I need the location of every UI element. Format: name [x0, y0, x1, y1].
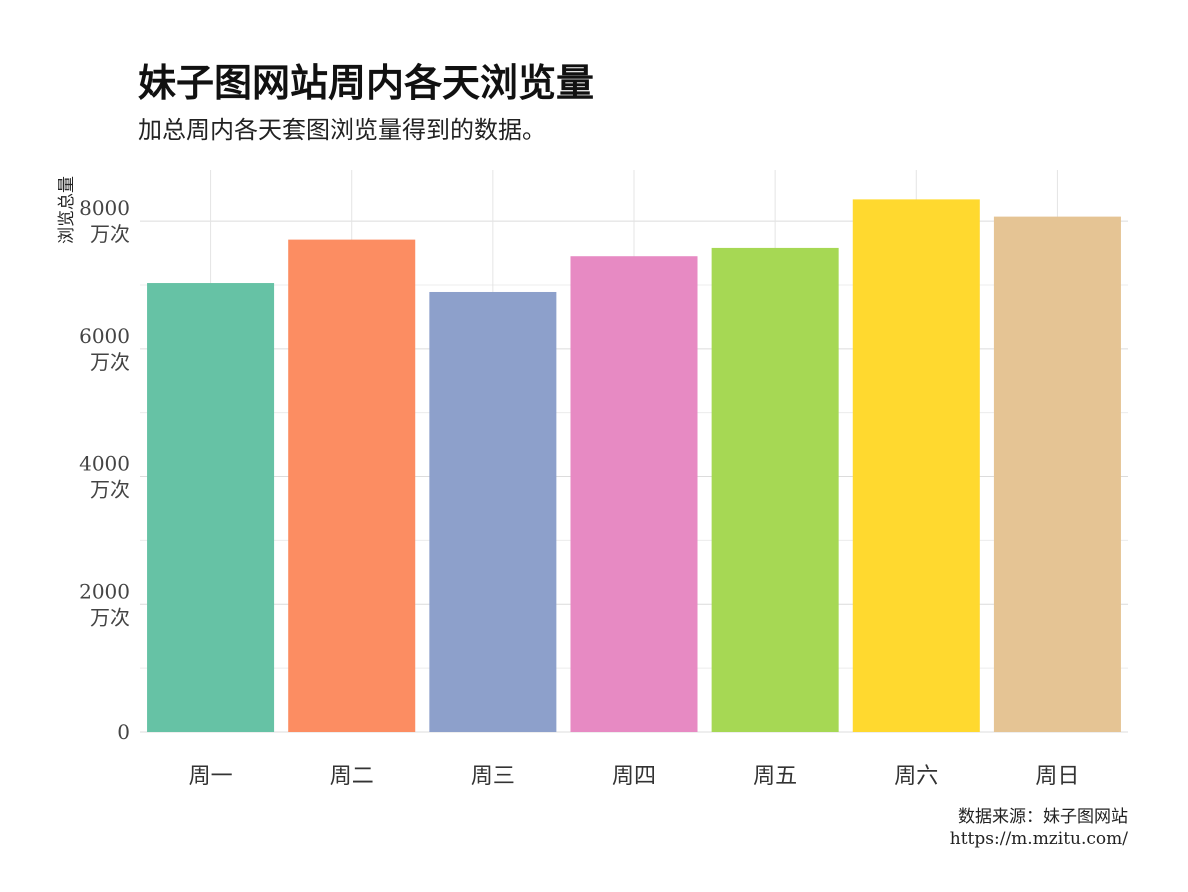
- chart-title: 妹子图网站周内各天浏览量: [138, 60, 595, 105]
- y-tick-label: 2000 万次: [79, 579, 130, 629]
- bar-5: [711, 247, 839, 732]
- bar-1: [147, 283, 275, 732]
- chart-subtitle: 加总周内各天套图浏览量得到的数据。: [138, 116, 546, 144]
- bars-group: [147, 199, 1121, 733]
- x-axis: 周一 周二 周三 周四 周五 周六 周日: [189, 764, 1080, 789]
- y-tick-label: 0: [117, 720, 130, 744]
- y-tick-label: 4000 万次: [79, 452, 130, 502]
- bar-6: [852, 199, 980, 733]
- x-tick-label: 周一: [189, 764, 233, 789]
- bar-2: [288, 239, 416, 732]
- y-axis-label: 浏览总量: [57, 176, 77, 244]
- x-tick-label: 周五: [753, 764, 797, 789]
- source-caption-line1: 数据来源：妹子图网站: [958, 807, 1128, 827]
- x-tick-label: 周二: [330, 764, 374, 789]
- y-axis: 0 2000 万次 4000 万次 6000 万次 8000 万次: [79, 196, 130, 744]
- x-tick-label: 周日: [1035, 764, 1079, 789]
- x-tick-label: 周三: [471, 764, 515, 789]
- source-caption: 数据来源：妹子图网站 https://m.mzitu.com/: [950, 806, 1128, 850]
- x-tick-label: 周四: [612, 764, 656, 789]
- source-caption-line2: https://m.mzitu.com/: [949, 829, 1128, 849]
- x-tick-label: 周六: [894, 764, 938, 789]
- bar-4: [570, 256, 698, 732]
- y-tick-label: 8000 万次: [79, 196, 130, 246]
- bar-3: [429, 291, 557, 732]
- y-tick-label: 6000 万次: [79, 324, 130, 374]
- bar-7: [993, 216, 1121, 732]
